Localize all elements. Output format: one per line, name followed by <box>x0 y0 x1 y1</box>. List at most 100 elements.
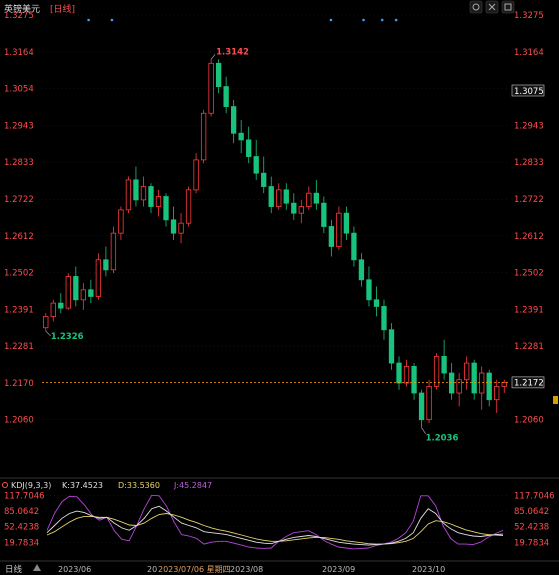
candle-body <box>306 192 312 207</box>
current-price-marker-icon <box>553 396 558 404</box>
candle-body <box>223 86 229 107</box>
current-price-box <box>511 376 545 389</box>
price-grid <box>42 14 508 420</box>
candle-body <box>148 186 154 207</box>
maximize-icon[interactable] <box>501 0 515 14</box>
right-axis-highlight-box <box>511 84 545 97</box>
candle-body <box>80 289 86 301</box>
current-price-label: 1.2172 <box>514 378 544 388</box>
candle-body <box>426 385 432 421</box>
kdj-tick-right: 85.0642 <box>514 507 549 517</box>
kdj-tick-left: 19.7834 <box>4 538 39 548</box>
kdj-tick-right: 19.7834 <box>514 538 549 548</box>
candle-body <box>448 372 455 394</box>
candle-body <box>283 189 289 204</box>
candle-body <box>88 289 94 297</box>
price-tick-left: 1.2833 <box>4 158 34 168</box>
symbol-title: 英镑美元 <box>4 3 40 15</box>
low-annotation: 1.2036 <box>421 427 458 444</box>
candle-body <box>321 202 327 227</box>
price-tick-right: 1.3164 <box>514 48 544 58</box>
scroll-left-icon[interactable] <box>33 564 41 571</box>
candle-body <box>351 232 357 261</box>
candle-body <box>343 212 350 234</box>
candle-body <box>336 212 342 247</box>
kdj-tick-right: 52.4238 <box>514 523 549 533</box>
candle-body <box>246 139 252 157</box>
price-tick-right: 1.2502 <box>514 268 544 278</box>
candle-body <box>313 192 319 204</box>
candle-body <box>208 62 214 114</box>
kdj-d-line <box>46 513 504 545</box>
price-tick-left: 1.3275 <box>4 11 34 21</box>
candle-body <box>155 196 162 207</box>
event-dot <box>87 18 90 22</box>
period-label[interactable]: 日线 <box>5 564 23 575</box>
candle-body <box>261 172 267 187</box>
candle-body <box>110 232 117 271</box>
candle-body <box>388 329 395 364</box>
candle-body <box>456 379 462 394</box>
candle-body <box>396 362 402 384</box>
candle-body <box>95 259 102 297</box>
price-tick-right: 1.2612 <box>514 232 544 242</box>
x-label-crosshair-date: 2023/07/06 星期四 <box>158 565 231 574</box>
price-tick-left: 1.2612 <box>4 232 34 242</box>
price-tick-right: 1.2281 <box>514 342 544 352</box>
candle-body <box>238 132 244 141</box>
gear-icon[interactable] <box>469 0 483 14</box>
event-dot <box>329 18 333 22</box>
candle-body <box>193 159 199 191</box>
price-tick-left: 1.2502 <box>4 268 34 278</box>
candle-body <box>501 381 507 387</box>
kdj-axis-right: 117.7046 85.0642 52.4238 19.7834 <box>514 491 555 548</box>
period-tag: [日线] <box>50 3 75 15</box>
candle-body <box>486 372 492 401</box>
x-label-jun: 2023/06 <box>58 565 91 574</box>
header-icon-group <box>469 0 515 14</box>
price-tick-left: 1.2170 <box>4 379 34 389</box>
event-dot <box>380 18 384 22</box>
event-dot <box>394 18 398 22</box>
x-label-aug: 2023/08 <box>230 565 263 574</box>
kdj-tick-left: 117.7046 <box>4 491 45 501</box>
candle-body <box>479 372 485 394</box>
kdj-tick-left: 52.4238 <box>4 523 39 533</box>
x-label-prefix: 20 <box>147 565 157 574</box>
candle-body <box>373 299 380 307</box>
right-axis-highlight-label: 1.3075 <box>514 87 544 97</box>
price-tick-right: 1.2722 <box>514 195 544 205</box>
candle-body <box>298 206 304 214</box>
event-markers <box>87 18 398 22</box>
high-annotation: 1.3142 <box>210 47 249 60</box>
kdj-title: KDJ(9,3,3) <box>11 481 51 490</box>
price-tick-right: 1.3275 <box>514 11 544 21</box>
candle-body <box>118 209 124 234</box>
candle-body <box>58 302 64 309</box>
candle-body <box>471 362 477 394</box>
candle-body <box>231 106 237 134</box>
candle-body <box>291 202 297 214</box>
price-tick-left: 1.2391 <box>4 305 34 315</box>
kdj-k-line <box>46 505 504 546</box>
candle-body <box>170 219 177 234</box>
candlestick-series[interactable] <box>43 59 507 428</box>
price-tick-right: 1.2060 <box>514 416 544 426</box>
candle-body <box>411 365 417 394</box>
kdj-tick-left: 85.0642 <box>4 507 39 517</box>
candle-body <box>133 179 139 201</box>
candle-body <box>253 156 259 174</box>
close-icon[interactable] <box>485 0 499 14</box>
kdj-d-value: D:33.5360 <box>118 481 160 490</box>
candle-body <box>73 276 79 301</box>
candle-body <box>494 385 500 401</box>
chart-header: 英镑美元 [日线] <box>4 0 515 15</box>
price-tick-right: 1.2833 <box>514 158 544 168</box>
kdj-axis-left: 117.7046 85.0642 52.4238 19.7834 <box>4 491 45 548</box>
price-tick-right: 1.2943 <box>514 122 544 132</box>
candle-body <box>140 186 147 201</box>
kdj-j-value: J:45.2847 <box>173 481 212 490</box>
price-axis-right: 1.3275 1.3164 1.2943 1.2833 1.2722 1.2612 1.25… <box>514 11 544 426</box>
